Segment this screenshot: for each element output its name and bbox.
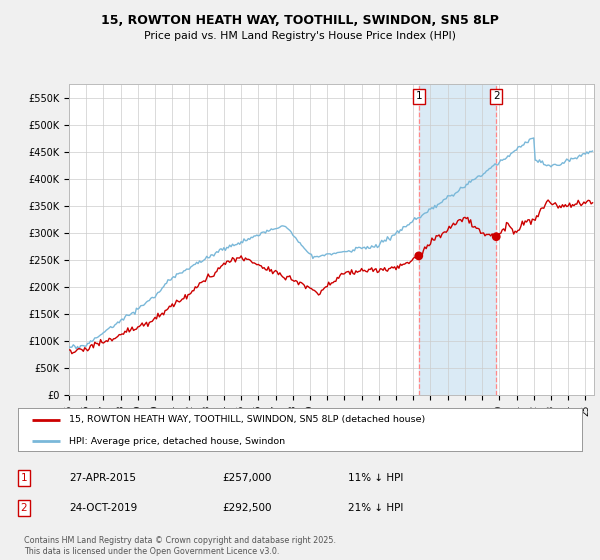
Text: 1: 1 [20, 473, 28, 483]
Text: Price paid vs. HM Land Registry's House Price Index (HPI): Price paid vs. HM Land Registry's House … [144, 31, 456, 41]
Bar [419, 84, 496, 395]
Text: 15, ROWTON HEATH WAY, TOOTHILL, SWINDON, SN5 8LP: 15, ROWTON HEATH WAY, TOOTHILL, SWINDON,… [101, 14, 499, 27]
Text: Contains HM Land Registry data © Crown copyright and database right 2025.
This d: Contains HM Land Registry data © Crown c… [24, 536, 336, 556]
Text: 2: 2 [20, 503, 28, 513]
Text: £257,000: £257,000 [222, 473, 271, 483]
Text: 1: 1 [415, 91, 422, 101]
Point [491, 232, 501, 241]
Text: 21% ↓ HPI: 21% ↓ HPI [348, 503, 403, 513]
Text: HPI: Average price, detached house, Swindon: HPI: Average price, detached house, Swin… [69, 437, 285, 446]
Point [414, 251, 424, 260]
Text: 15, ROWTON HEATH WAY, TOOTHILL, SWINDON, SN5 8LP (detached house): 15, ROWTON HEATH WAY, TOOTHILL, SWINDON,… [69, 416, 425, 424]
Text: 11% ↓ HPI: 11% ↓ HPI [348, 473, 403, 483]
Text: 27-APR-2015: 27-APR-2015 [69, 473, 136, 483]
Text: 24-OCT-2019: 24-OCT-2019 [69, 503, 137, 513]
Text: £292,500: £292,500 [222, 503, 271, 513]
Text: 2: 2 [493, 91, 500, 101]
